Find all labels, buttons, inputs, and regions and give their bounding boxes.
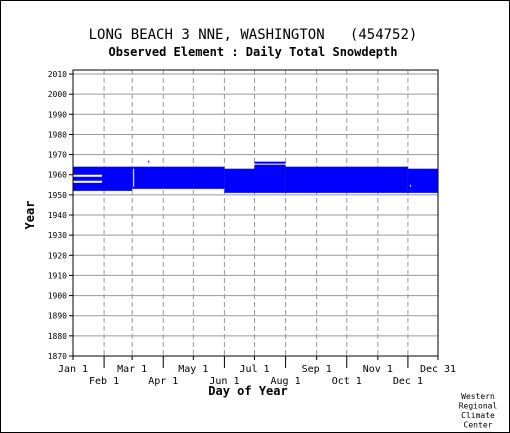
x-axis-label: Day of Year <box>208 384 287 398</box>
data-bars <box>73 160 438 193</box>
credit-line: Climate <box>461 411 495 420</box>
year-tick-label: 1880 <box>48 332 67 341</box>
credit-line: Regional <box>459 402 498 411</box>
snowdepth-record-bar <box>132 166 225 189</box>
plot-area-border <box>72 69 439 357</box>
month-tick-label: Jul 1 <box>239 364 269 375</box>
year-tick-label: 1920 <box>48 251 67 260</box>
snowdepth-record-bar <box>285 166 408 193</box>
year-tick-label: 1910 <box>48 271 67 280</box>
month-tick-label: Dec 1 <box>393 376 423 387</box>
month-tick-label: Jan 1 <box>58 364 88 375</box>
snowdepth-record-bar <box>224 168 255 193</box>
missing-data-gap <box>73 174 103 177</box>
year-tick-label: 1960 <box>48 171 67 180</box>
month-tick-label: May 1 <box>178 364 208 375</box>
year-axis: 1870 1880 1890 1900 1910 1920 1930 1940 1950 1960… <box>48 70 73 361</box>
year-tick-label: 2000 <box>48 90 67 99</box>
month-tick-label: Feb 1 <box>89 376 119 387</box>
month-tick-label: Dec 31 <box>420 364 456 375</box>
year-tick-label: 1950 <box>48 191 67 200</box>
year-tick-label: 1990 <box>48 110 67 119</box>
month-tick-label: Apr 1 <box>148 376 178 387</box>
snowdepth-record-bar <box>254 164 286 193</box>
month-tick-label: Mar 1 <box>117 364 147 375</box>
year-tick-label: 1870 <box>48 352 67 361</box>
year-tick-label: 2010 <box>48 70 67 79</box>
snowdepth-record-bar <box>73 166 133 191</box>
missing-data-gap <box>409 184 411 187</box>
missing-data-gap <box>73 180 103 183</box>
year-tick-label: 1980 <box>48 130 67 139</box>
snowdepth-record-bar <box>254 161 286 164</box>
missing-data-gap <box>133 168 135 187</box>
credit-line: Center <box>464 421 493 430</box>
month-tick-label: Jun 1 <box>209 376 239 387</box>
chart-title: LONG BEACH 3 NNE, WASHINGTON (454752) <box>89 27 418 43</box>
year-tick-label: 1930 <box>48 231 67 240</box>
snowdepth-record-bar <box>407 168 438 193</box>
year-tick-label: 1970 <box>48 151 67 160</box>
grid-lines <box>73 70 438 357</box>
year-tick-label: 1890 <box>48 312 67 321</box>
y-axis-label: Year <box>23 201 37 230</box>
year-tick-label: 1900 <box>48 292 67 301</box>
credit-line: Western <box>461 392 495 401</box>
month-tick-label: Aug 1 <box>271 376 301 387</box>
month-tick-label: Nov 1 <box>363 364 393 375</box>
chart-subtitle: Observed Element : Daily Total Snowdepth <box>109 45 398 59</box>
month-tick-label: Sep 1 <box>302 364 332 375</box>
year-tick-label: 1940 <box>48 211 67 220</box>
snowdepth-record-bar <box>148 160 150 163</box>
month-tick-label: Oct 1 <box>332 376 362 387</box>
